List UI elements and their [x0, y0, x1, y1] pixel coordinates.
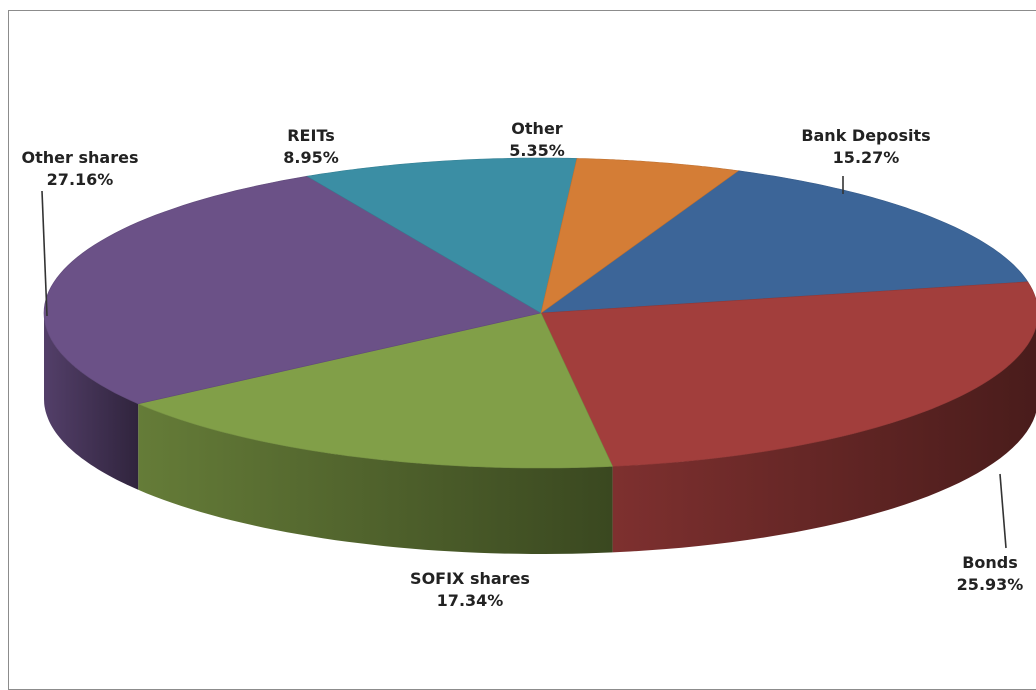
pie-side-sofix-shares [138, 403, 613, 554]
pie-side-other-shares [44, 313, 139, 490]
pie-side-bonds [612, 326, 1036, 553]
pie-top [43, 157, 1036, 469]
leader-line-other-shares [41, 190, 48, 317]
slice-value-bank-deposits: 15.27% [833, 148, 900, 167]
slice-value-other: 5.35% [509, 141, 565, 160]
pie-slice-reits [306, 157, 578, 314]
slice-label-bonds: Bonds [962, 553, 1018, 572]
slice-value-bonds: 25.93% [957, 575, 1024, 594]
pie-slice-bank-deposits [539, 170, 1029, 314]
slice-value-reits: 8.95% [283, 148, 339, 167]
slice-label-other: Other [511, 119, 562, 138]
leader-line-bonds [999, 473, 1007, 549]
pie-slice-sofix-shares [137, 312, 614, 469]
slice-value-sofix-shares: 17.34% [437, 591, 504, 610]
pie-slice-bonds [540, 281, 1036, 467]
slice-label-other-shares: Other shares [22, 148, 139, 167]
slice-label-reits: REITs [287, 126, 335, 145]
pie-chart: Bank Deposits 15.27% Bonds 25.93% SOFIX shar… [22, 119, 1036, 610]
slice-value-other-shares: 27.16% [47, 170, 114, 189]
slice-label-bank-deposits: Bank Deposits [801, 126, 930, 145]
pie-slice-other-shares [43, 175, 542, 405]
slice-label-sofix-shares: SOFIX shares [410, 569, 530, 588]
pie-sides [44, 313, 1036, 554]
slice-labels: Bank Deposits 15.27% Bonds 25.93% SOFIX shar… [22, 119, 1024, 610]
leader-lines [41, 176, 1007, 549]
pie-slice-other [540, 158, 740, 314]
